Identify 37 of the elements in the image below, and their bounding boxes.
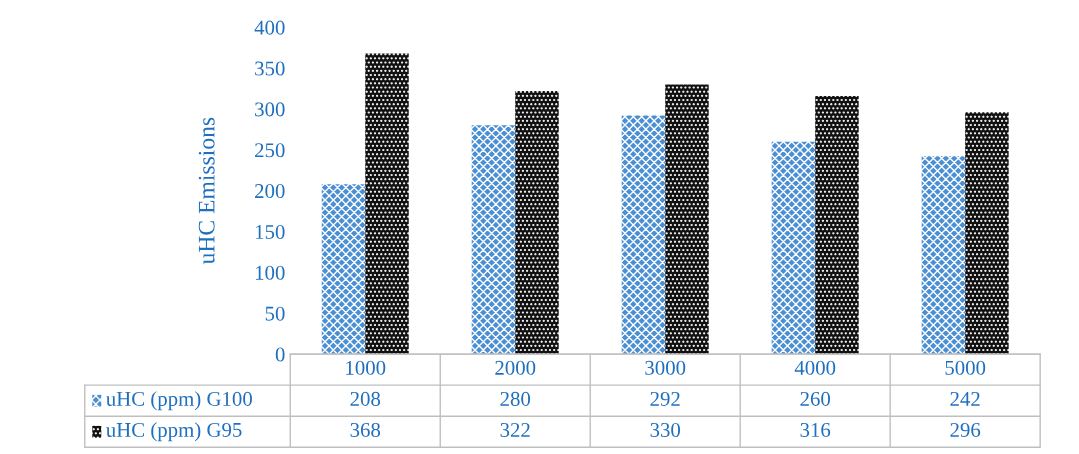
y-tick-label: 300 bbox=[255, 102, 285, 117]
x-tick-label: 5000 bbox=[945, 360, 986, 375]
x-tick-label: 1000 bbox=[346, 360, 386, 375]
y-tick-label: 50 bbox=[265, 306, 285, 321]
data-label: 292 bbox=[650, 391, 680, 406]
bar bbox=[515, 90, 559, 355]
bar bbox=[321, 184, 366, 355]
y-tick-label: 150 bbox=[255, 224, 285, 239]
bar bbox=[665, 84, 709, 355]
bar bbox=[771, 141, 816, 355]
bar bbox=[471, 125, 516, 355]
data-label: 322 bbox=[500, 422, 530, 437]
legend-label: uHC (ppm) G100 bbox=[106, 391, 252, 411]
data-label: 330 bbox=[650, 422, 681, 437]
y-tick-label: 200 bbox=[255, 184, 285, 199]
y-tick-label: 250 bbox=[255, 143, 285, 158]
x-tick-label: 3000 bbox=[645, 360, 686, 375]
x-tick-label: 4000 bbox=[794, 360, 836, 375]
data-label: 296 bbox=[950, 422, 981, 437]
bar bbox=[621, 115, 666, 355]
data-label: 368 bbox=[350, 422, 381, 437]
y-tick-label: 400 bbox=[254, 20, 285, 35]
data-label: 208 bbox=[350, 391, 381, 406]
bar bbox=[365, 53, 409, 355]
data-label: 280 bbox=[500, 391, 531, 406]
y-tick-label: 350 bbox=[255, 61, 285, 76]
bar bbox=[921, 156, 966, 355]
y-tick-label: 0 bbox=[275, 347, 285, 362]
data-label: 316 bbox=[800, 422, 831, 437]
bar bbox=[815, 95, 859, 355]
bar bbox=[965, 112, 1009, 355]
y-axis-title: uHC Emissions bbox=[198, 117, 215, 265]
legend-label: uHC (ppm) G95 bbox=[106, 422, 242, 442]
data-label: 242 bbox=[950, 391, 980, 406]
x-tick-label: 2000 bbox=[495, 360, 536, 375]
y-tick-label: 100 bbox=[255, 265, 285, 280]
data-label: 260 bbox=[800, 391, 831, 406]
